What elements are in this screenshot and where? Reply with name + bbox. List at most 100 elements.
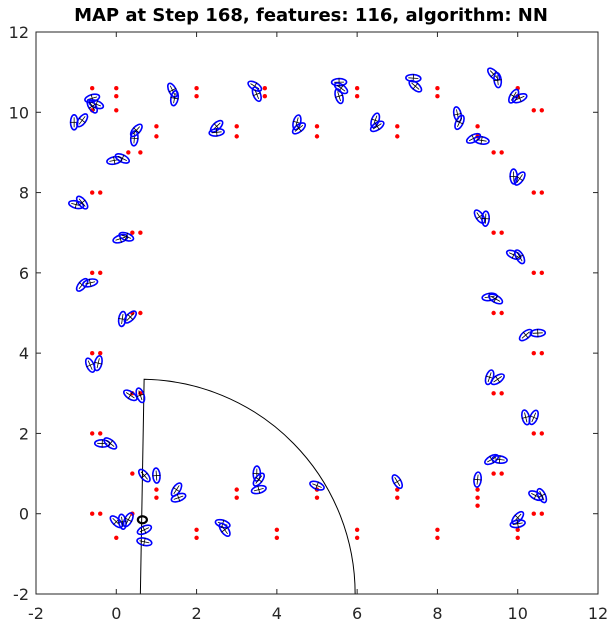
estimated-landmark [118,231,135,242]
ground-truth-point [395,124,400,129]
estimate-cross [412,82,419,90]
estimated-landmark [488,293,504,305]
estimated-landmark [151,467,161,484]
estimated-landmark [136,524,153,536]
ground-truth-point [98,190,103,195]
estimate-cross [495,375,501,383]
y-tick-label: 0 [19,505,29,524]
estimate-cross [130,137,139,140]
ground-truth-point [499,391,504,396]
ground-truth-point [130,230,135,235]
estimated-landmark [408,79,423,93]
estimated-landmark [122,512,134,528]
ground-truth-point [354,527,360,532]
estimate-cross [255,476,263,483]
estimated-landmark [129,123,143,138]
estimate-cross [516,175,524,182]
estimate-cross [78,117,86,124]
ground-truth-point [234,487,239,492]
estimated-landmark [513,171,526,186]
ground-truth-point [475,495,480,500]
estimate-cross [493,295,498,303]
estimate-cross [516,254,524,260]
estimate-cross [88,103,96,109]
estimate-cross [118,520,127,523]
estimate-cross [516,519,519,528]
estimate-cross [168,88,177,93]
estimated-landmark [250,484,267,495]
estimate-cross [88,278,92,287]
ground-truth-point [475,503,480,508]
estimated-landmark [76,113,89,128]
ground-truth-point [435,535,440,540]
estimated-landmark [252,472,266,487]
estimate-cross [107,440,114,447]
ground-truth-point [262,94,268,99]
axes-box [35,31,599,595]
estimated-landmark [129,130,139,147]
ground-truth-point [138,230,143,235]
estimate-cross [120,154,125,163]
estimated-landmark [528,409,539,426]
ground-truth-point [539,350,544,356]
ground-truth-point [154,124,159,129]
estimated-landmark [88,99,105,110]
estimate-cross [473,478,482,481]
ground-truth-point [98,511,103,516]
robot-marker [136,515,148,525]
ground-truth-point [234,124,239,129]
ground-truth-point [154,495,159,500]
y-tick-label: -2 [13,585,29,604]
estimated-landmark [251,86,262,103]
estimated-landmark [481,210,491,227]
estimated-landmarks [68,67,548,547]
estimate-cross [522,331,529,339]
estimate-cross [94,361,103,365]
estimated-landmark [508,88,520,104]
ground-truth-point [515,535,520,540]
estimate-cross [517,94,522,103]
ground-truth-point [531,108,536,113]
ground-truth-point [274,527,280,532]
ground-truth-point [499,150,504,155]
estimated-landmark [137,468,151,483]
ground-truth-point [98,431,103,436]
estimated-landmark [536,487,548,504]
estimate-cross [493,79,502,82]
estimated-landmark [473,471,483,488]
ground-truth-point [354,535,360,540]
estimated-landmark [117,513,127,530]
ground-truth-point [194,527,199,532]
estimate-cross [480,136,483,145]
ground-truth-point [475,487,480,492]
estimate-cross [257,485,261,494]
ground-truth-point [194,86,199,91]
estimate-cross [215,128,218,137]
estimate-cross [133,127,140,134]
estimated-landmark [167,82,178,98]
ground-truth-point [90,350,95,356]
ground-truth-point [234,495,239,500]
ground-truth-point [114,108,119,113]
estimated-landmark [333,82,349,95]
estimate-cross [521,416,530,419]
estimated-landmark [123,310,138,324]
plot-area [68,67,548,594]
ground-truth-point [531,270,536,276]
ground-truth-point [90,511,95,516]
estimated-landmark [369,120,385,133]
estimate-cross [127,313,134,321]
ground-truth-point [354,94,360,99]
ground-truth-point [491,230,496,235]
estimate-cross [78,199,86,206]
estimated-landmark [114,153,131,164]
estimated-landmark [292,114,302,131]
estimate-cross [113,156,116,165]
estimated-landmark [291,122,307,135]
estimate-cross [393,479,401,485]
ground-truth-point [274,535,280,540]
ground-truth-point [138,150,143,155]
ground-truth-point [114,94,119,99]
ground-truth-point [435,86,440,91]
estimated-landmark [487,67,501,81]
